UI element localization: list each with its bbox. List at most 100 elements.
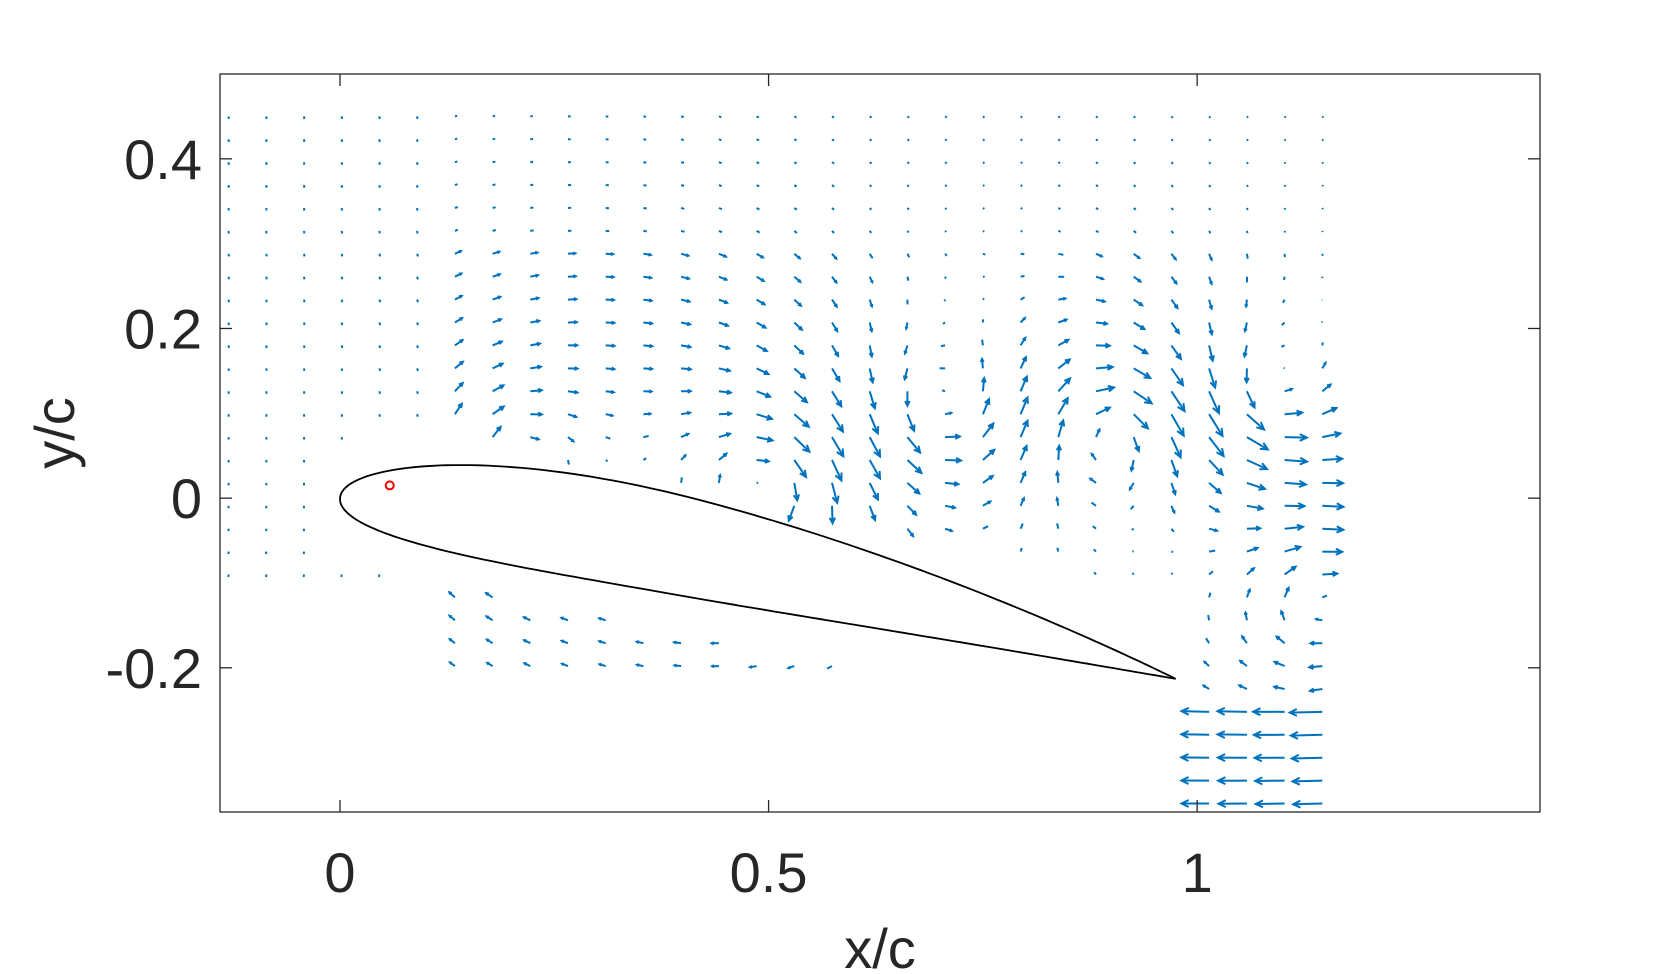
- velocity-vector: [869, 115, 873, 119]
- velocity-vector-head: [836, 448, 845, 459]
- velocity-vector-head: [1336, 502, 1346, 511]
- velocity-vector-head: [484, 591, 489, 597]
- velocity-vector-head: [1240, 634, 1246, 640]
- velocity-vector-head: [573, 414, 579, 419]
- velocity-vector-head: [497, 295, 503, 300]
- velocity-vector: [643, 207, 647, 210]
- velocity-vector: [1246, 436, 1269, 451]
- velocity-vector: [869, 184, 873, 188]
- velocity-vector-head: [1244, 303, 1249, 309]
- velocity-vector: [868, 207, 873, 211]
- velocity-vector: [944, 115, 948, 119]
- y-tick-label: 0: [171, 467, 202, 530]
- velocity-vector-head: [1022, 418, 1029, 428]
- velocity-vector: [868, 482, 879, 500]
- velocity-vector: [1293, 802, 1323, 806]
- x-axis-ticks: 0 0.5 1: [324, 74, 1213, 904]
- velocity-vector: [718, 161, 722, 165]
- velocity-vector: [756, 184, 760, 188]
- velocity-vector-head: [485, 661, 490, 666]
- velocity-vector-head: [458, 272, 464, 277]
- velocity-vector-head: [833, 303, 838, 309]
- velocity-vector-head: [1088, 477, 1093, 482]
- velocity-vector-head: [1101, 298, 1107, 304]
- velocity-vector-head: [671, 640, 677, 645]
- velocity-vector: [1133, 207, 1137, 211]
- velocity-vector-head: [726, 410, 734, 417]
- velocity-vector-head: [1062, 296, 1068, 301]
- velocity-vector-head: [870, 280, 874, 285]
- velocity-vector-head: [1171, 489, 1177, 497]
- velocity-vector: [793, 367, 806, 379]
- velocity-vector-head: [1209, 380, 1218, 390]
- velocity-vector-head: [1179, 753, 1189, 762]
- velocity-vector: [416, 413, 419, 417]
- velocity-vector-head: [498, 340, 504, 345]
- velocity-vector-head: [1215, 753, 1226, 762]
- velocity-vector-head: [537, 364, 544, 370]
- velocity-vector: [831, 115, 835, 119]
- velocity-vector-head: [1289, 753, 1300, 763]
- velocity-vector-head: [1253, 799, 1264, 809]
- velocity-vector: [1057, 138, 1061, 142]
- velocity-vector: [1284, 436, 1307, 439]
- velocity-vector-head: [868, 377, 875, 385]
- velocity-vector: [1095, 207, 1099, 211]
- velocity-vector-head: [610, 274, 616, 280]
- velocity-vector-head: [722, 452, 729, 458]
- velocity-vector: [869, 138, 873, 142]
- velocity-vector: [793, 161, 798, 165]
- velocity-vector-head: [609, 413, 615, 418]
- velocity-vector: [1283, 161, 1287, 165]
- velocity-vector-head: [798, 325, 804, 332]
- velocity-vector-head: [1298, 479, 1309, 489]
- velocity-vector-head: [798, 349, 805, 356]
- velocity-vector-head: [723, 299, 730, 305]
- velocity-vector-head: [1250, 566, 1256, 572]
- velocity-vector: [1208, 390, 1220, 414]
- velocity-vector-head: [709, 641, 715, 646]
- velocity-vector-head: [535, 319, 542, 324]
- velocity-vector: [944, 184, 948, 188]
- velocity-vector: [1133, 344, 1148, 355]
- velocity-vector: [718, 207, 723, 211]
- velocity-vector-head: [717, 472, 722, 478]
- velocity-vector-head: [497, 318, 503, 323]
- velocity-vector: [906, 161, 910, 165]
- velocity-vector-head: [797, 302, 803, 308]
- velocity-vector-head: [760, 254, 765, 259]
- velocity-vector-head: [1216, 799, 1227, 809]
- velocity-vector: [981, 339, 984, 346]
- velocity-vector-head: [1179, 706, 1190, 716]
- velocity-vector: [1095, 115, 1099, 119]
- velocity-vector-head: [559, 616, 564, 621]
- velocity-vector: [793, 138, 797, 142]
- velocity-vector-head: [831, 495, 840, 506]
- velocity-vector-head: [802, 444, 812, 454]
- velocity-vector: [1284, 481, 1306, 486]
- velocity-vector: [906, 207, 910, 211]
- velocity-vector-head: [913, 488, 922, 496]
- velocity-vector: [906, 253, 911, 258]
- velocity-vector: [793, 413, 810, 428]
- velocity-vector-head: [447, 590, 453, 596]
- velocity-vector: [1170, 528, 1175, 533]
- velocity-vector: [1246, 413, 1265, 431]
- leading-edge-marker: [384, 480, 395, 491]
- velocity-vector: [1181, 733, 1210, 736]
- velocity-vector: [378, 322, 382, 326]
- velocity-vector-head: [1064, 376, 1072, 385]
- velocity-vector-head: [797, 278, 803, 284]
- velocity-vector-head: [647, 252, 654, 257]
- velocity-vector-head: [1259, 442, 1270, 451]
- velocity-vector-head: [610, 389, 616, 395]
- velocity-vector: [982, 115, 986, 119]
- velocity-vector: [680, 477, 683, 484]
- velocity-vector-head: [951, 504, 958, 510]
- velocity-vector: [1283, 115, 1287, 119]
- velocity-vector: [1129, 505, 1135, 510]
- velocity-vector: [981, 398, 990, 415]
- x-tick-label: 1: [1182, 841, 1213, 904]
- velocity-vector-head: [1215, 706, 1226, 716]
- velocity-vector: [1133, 367, 1151, 379]
